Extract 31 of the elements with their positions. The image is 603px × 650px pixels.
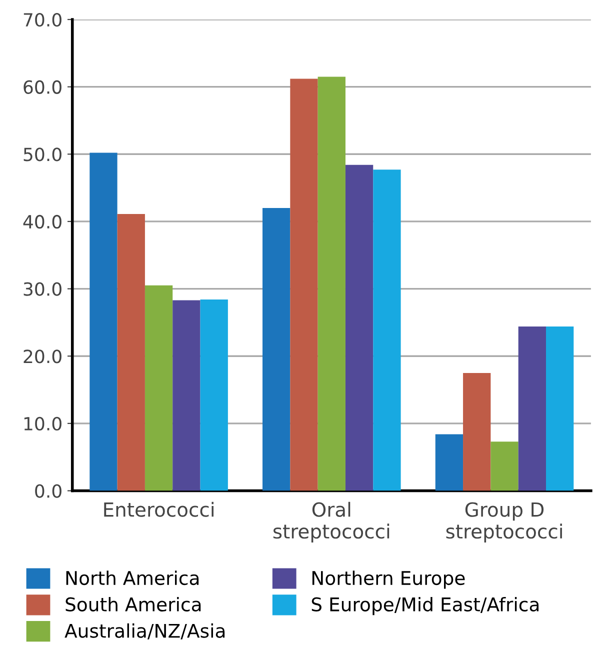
bar [463,372,491,491]
bar [518,326,546,491]
x-tick-label: Oral streptococci [273,502,390,542]
legend-label: South America [66,596,201,612]
bar [290,78,318,491]
bar [435,434,464,491]
legend-label: S Europe/Mid East/Africa [312,596,538,616]
y-tick-label: 0.0 [35,484,62,498]
x-tick-label: Group D streptococci [446,502,562,542]
bar [546,326,574,491]
legend-label: Australia/NZ/Asia [64,623,225,640]
y-tick-label: 20.0 [24,350,62,364]
y-tick-label: 50.0 [24,148,62,162]
bar [117,214,145,491]
bar [90,152,118,491]
legend-label: North America [66,570,199,586]
bar [373,170,401,491]
legend-label: Northern Europe [312,570,465,589]
y-tick-label: 60.0 [24,80,62,94]
bar [262,208,290,491]
y-tick-label: 70.0 [24,12,62,27]
y-tick-label: 10.0 [24,416,62,431]
bar [172,300,200,491]
bar [200,300,228,491]
bar [345,164,374,491]
y-tick-label: 40.0 [23,214,62,229]
bar [144,285,173,491]
x-tick-label: Enterococci [104,502,214,517]
bar [318,76,346,491]
y-tick-label: 30.0 [24,282,62,296]
bar [490,442,518,491]
